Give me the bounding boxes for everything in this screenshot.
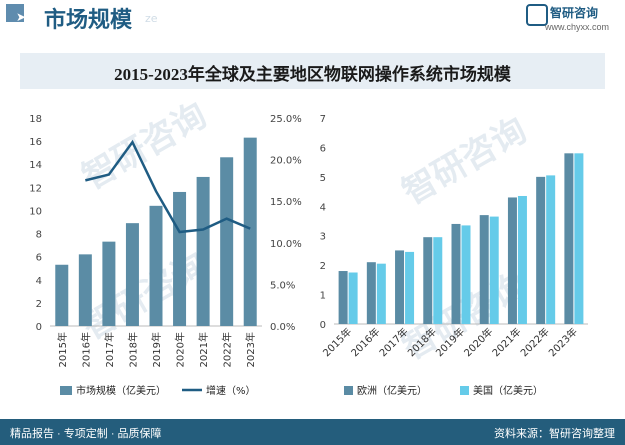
x-tick-label: 2022年 [221, 332, 234, 367]
y-tick-label-left: 8 [36, 230, 42, 241]
bar-market-size [243, 137, 257, 326]
brand-name: 智研咨询 [550, 6, 599, 20]
bar-usa [348, 272, 358, 324]
y-tick-label-left: 4 [36, 276, 42, 287]
legend-label-usa: 美国（亿美元） [473, 384, 543, 397]
y-tick-label-right: 10.0% [270, 239, 302, 250]
bar-europe [536, 176, 546, 324]
x-tick-label: 2016年 [79, 332, 92, 367]
y-tick-label-right-chart: 4 [320, 202, 326, 213]
y-tick-label-right: 5.0% [270, 280, 295, 291]
bar-usa [376, 263, 386, 324]
bar-market-size [102, 241, 116, 326]
y-tick-label-left: 14 [29, 160, 42, 171]
y-tick-label-right: 0.0% [270, 322, 295, 333]
header-logo-icon: ➤ [6, 4, 26, 23]
x-tick-label: 2023年 [244, 332, 257, 367]
watermark-text: 智研咨询 [76, 245, 214, 348]
watermark-text: 智研咨询 [396, 110, 534, 213]
bar-market-size [196, 176, 210, 326]
y-tick-label-right: 15.0% [270, 197, 302, 208]
y-tick-label-right-chart: 6 [320, 143, 326, 154]
y-tick-label-right-chart: 5 [320, 173, 326, 184]
bar-market-size [173, 191, 187, 326]
bar-usa [517, 195, 527, 324]
bar-market-size [55, 264, 69, 326]
y-tick-label-right-chart: 0 [320, 320, 326, 331]
y-tick-label-right-chart: 7 [320, 114, 326, 125]
bar-usa [405, 251, 415, 324]
x-tick-label: 2018年 [126, 332, 139, 367]
x-tick-label: 2021年 [197, 332, 210, 367]
bar-usa [433, 237, 443, 324]
brand-logo-icon [526, 4, 548, 26]
y-tick-label-right-chart: 2 [320, 261, 326, 272]
y-tick-label-right-chart: 3 [320, 232, 326, 243]
bar-europe [451, 223, 461, 324]
y-tick-label-left: 6 [36, 253, 42, 264]
header-watermark: ze [145, 12, 158, 25]
bar-usa [546, 175, 556, 324]
legend-swatch-europe [344, 386, 353, 395]
chart-area: 智研咨询智研咨询智研咨询智研咨询 0246810121416180.0%5.0%… [29, 96, 588, 397]
y-tick-label-right-chart: 1 [320, 291, 326, 302]
x-tick-label-right-chart: 2022年 [518, 325, 552, 359]
legend-label-market-size: 市场规模（亿美元） [76, 384, 166, 397]
watermark-text: 智研咨询 [76, 96, 214, 198]
y-tick-label-left: 0 [36, 322, 42, 333]
bar-market-size [149, 205, 163, 326]
footer-left-text: 精品报告 · 专项定制 · 品质保障 [10, 428, 162, 440]
x-tick-label-right-chart: 2023年 [546, 325, 580, 359]
bar-europe [479, 215, 489, 324]
y-tick-label-left: 12 [29, 183, 42, 194]
y-tick-label-right: 20.0% [270, 156, 302, 167]
bar-usa [461, 225, 471, 324]
footer-source: 资料来源：智研咨询整理 [494, 428, 615, 440]
x-tick-label-right-chart: 2016年 [348, 325, 382, 359]
x-tick-label: 2015年 [56, 332, 69, 367]
bar-europe [366, 262, 376, 324]
legend-swatch-market-size [60, 386, 72, 395]
header-bar: ➤ 市场规模 ze 智研咨询 www.chyxx.com [0, 0, 625, 36]
legend-label-growth: 增速（%） [206, 384, 256, 397]
page-title: 市场规模 [44, 7, 133, 32]
line-growth-rate [85, 139, 251, 234]
y-tick-label-left: 18 [29, 114, 42, 125]
bar-europe [395, 250, 405, 324]
bar-europe [507, 197, 517, 324]
x-tick-label: 2020年 [174, 332, 187, 367]
x-tick-label: 2017年 [103, 332, 116, 367]
bar-europe [423, 237, 433, 324]
brand-url: www.chyxx.com [545, 22, 610, 32]
x-tick-label-right-chart: 2021年 [489, 325, 523, 359]
y-tick-label-left: 10 [29, 206, 42, 217]
legend-label-europe: 欧洲（亿美元） [357, 384, 427, 397]
footer-bar: 精品报告 · 专项定制 · 品质保障 资料来源：智研咨询整理 [0, 419, 625, 445]
bar-market-size [220, 157, 234, 326]
y-tick-label-left: 16 [29, 137, 42, 148]
chart-title-bar: 2015-2023年全球及主要地区物联网操作系统市场规模 [20, 53, 605, 89]
bar-europe [338, 271, 348, 324]
bar-usa [574, 153, 584, 324]
bar-market-size [125, 223, 139, 326]
x-tick-label: 2019年 [150, 332, 163, 367]
legend-swatch-usa [460, 386, 469, 395]
y-tick-label-left: 2 [36, 299, 42, 310]
y-tick-label-right: 25.0% [270, 114, 302, 125]
bar-europe [564, 153, 574, 324]
bar-market-size [78, 254, 92, 326]
bar-usa [489, 216, 499, 324]
chart-title: 2015-2023年全球及主要地区物联网操作系统市场规模 [114, 65, 511, 84]
